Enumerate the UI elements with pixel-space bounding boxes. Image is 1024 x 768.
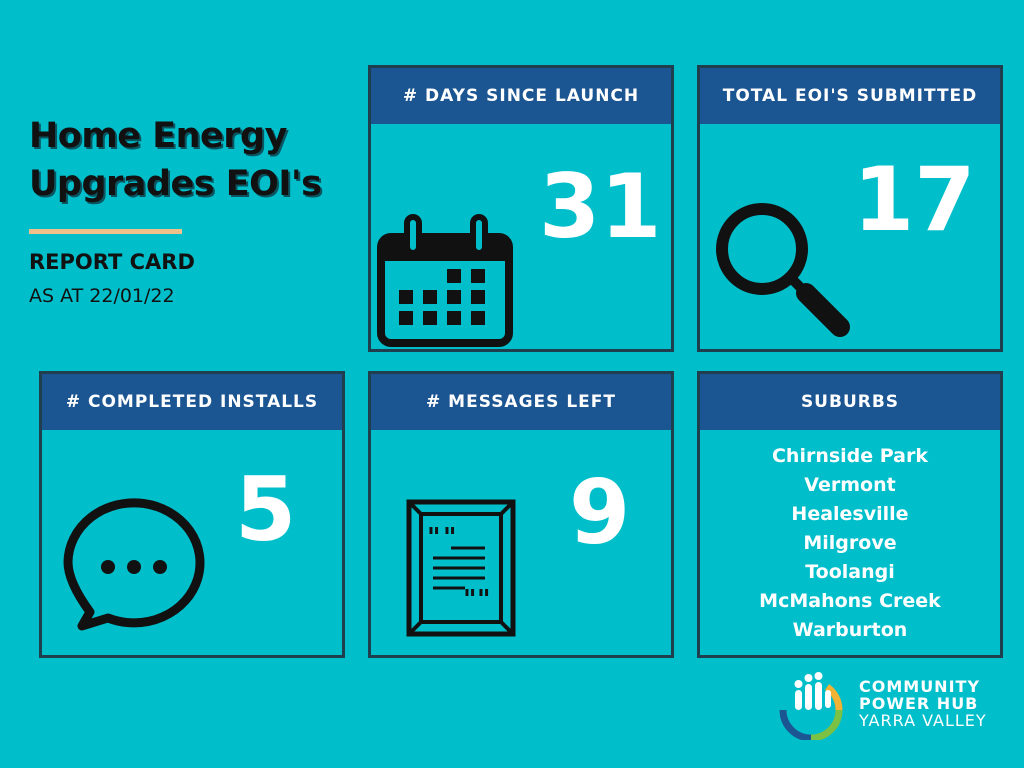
suburbs-card: SUBURBS Chirnside Park Vermont Healesvil… (697, 371, 1003, 658)
messages-left-header: # MESSAGES LEFT (371, 374, 671, 430)
svg-text:": " (477, 585, 491, 615)
report-card-label: REPORT CARD (29, 250, 195, 274)
messages-left-value: 9 (569, 461, 631, 564)
logo-line-2: POWER HUB (859, 694, 979, 713)
suburb-item: Toolangi (805, 561, 895, 583)
page-title: Home Energy Upgrades EOI's (29, 112, 322, 208)
suburb-item: Healesville (791, 503, 909, 525)
logo-line-1: COMMUNITY (859, 677, 981, 696)
total-eois-value: 17 (853, 148, 976, 251)
svg-text:": " (463, 585, 477, 615)
completed-installs-card: # COMPLETED INSTALLS 5 (39, 371, 345, 658)
suburbs-header: SUBURBS (700, 374, 1000, 430)
total-eois-header: TOTAL EOI'S SUBMITTED (700, 68, 1000, 124)
svg-text:": " (427, 523, 441, 553)
suburbs-list: Chirnside Park Vermont Healesville Milgr… (700, 442, 1000, 645)
svg-text:": " (443, 523, 457, 553)
title-underline (29, 229, 182, 234)
suburb-item: Milgrove (803, 532, 897, 554)
title-line-2: Upgrades EOI's (29, 164, 322, 204)
suburb-item: Vermont (804, 474, 896, 496)
quote-document-icon: " " " " (406, 499, 516, 637)
days-since-launch-header: # DAYS SINCE LAUNCH (371, 68, 671, 124)
logo-text: COMMUNITY POWER HUB YARRA VALLEY (859, 678, 987, 729)
as-at-date: AS AT 22/01/22 (29, 285, 175, 307)
days-since-launch-value: 31 (539, 155, 662, 258)
completed-installs-value: 5 (235, 458, 297, 561)
logo-line-3: YARRA VALLEY (859, 711, 987, 730)
messages-left-card: # MESSAGES LEFT 9 " " " " (368, 371, 674, 658)
community-power-hub-logo: COMMUNITY POWER HUB YARRA VALLEY (775, 672, 1000, 742)
suburb-item: McMahons Creek (759, 590, 941, 612)
magnifier-icon (716, 203, 850, 337)
calendar-icon (377, 214, 513, 347)
title-line-1: Home Energy (29, 116, 287, 156)
power-hub-logo-icon (779, 672, 843, 740)
completed-installs-header: # COMPLETED INSTALLS (42, 374, 342, 430)
days-since-launch-card: # DAYS SINCE LAUNCH 31 (368, 65, 674, 352)
speech-bubble-icon (63, 498, 205, 631)
total-eois-card: TOTAL EOI'S SUBMITTED 17 (697, 65, 1003, 352)
suburb-item: Chirnside Park (771, 445, 929, 467)
suburb-item: Warburton (792, 619, 908, 641)
